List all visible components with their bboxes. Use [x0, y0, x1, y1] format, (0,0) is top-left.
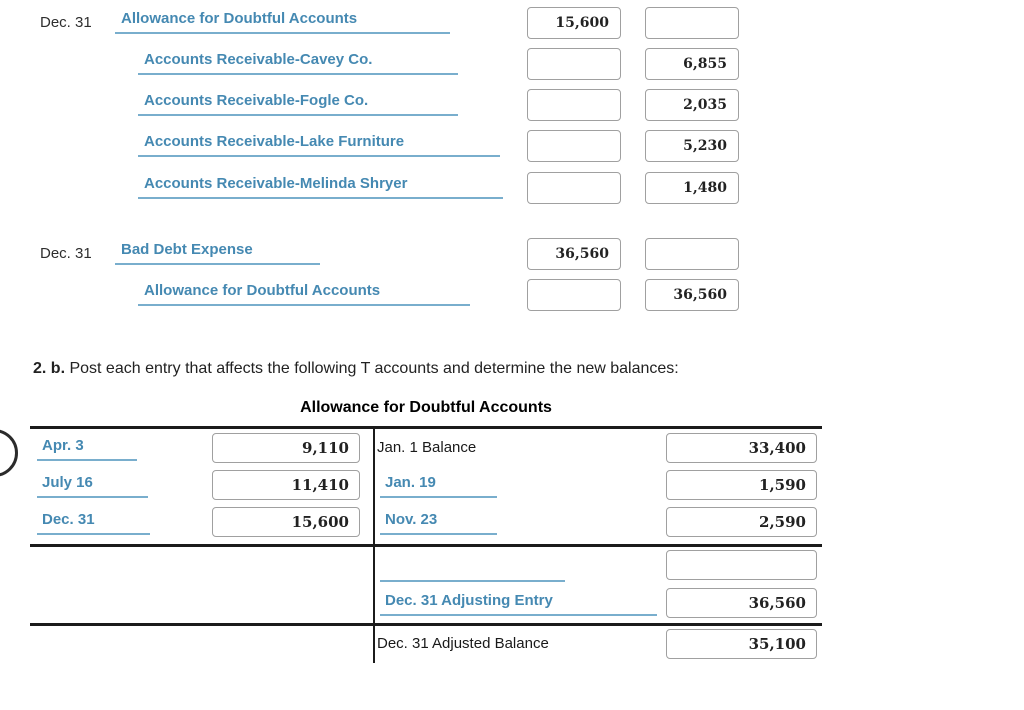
t-credit-amount-input[interactable]: 33,400 — [666, 433, 817, 463]
journal-debit-input[interactable] — [527, 89, 621, 121]
journal-row: Accounts Receivable-Melinda Shryer 1,480 — [0, 170, 1024, 206]
t-credit-blank-amount-input[interactable] — [666, 550, 817, 580]
journal-debit-input[interactable]: 36,560 — [527, 238, 621, 270]
journal-account-link[interactable]: Accounts Receivable-Fogle Co. — [138, 88, 458, 116]
t-debit-date-link[interactable]: Apr. 3 — [37, 434, 137, 461]
t-credit-adjusted-amount-input[interactable]: 35,100 — [666, 629, 817, 659]
journal-credit-input[interactable] — [645, 238, 739, 270]
journal-credit-input[interactable]: 1,480 — [645, 172, 739, 204]
journal-row: Dec. 31 Allowance for Doubtful Accounts … — [0, 5, 1024, 41]
journal-credit-input[interactable]: 6,855 — [645, 48, 739, 80]
journal-credit-input[interactable] — [645, 7, 739, 39]
journal-debit-input[interactable] — [527, 279, 621, 311]
journal-date: Dec. 31 — [40, 14, 92, 31]
t-credit-blank-label-input[interactable] — [380, 555, 565, 582]
journal-row: Dec. 31 Bad Debt Expense 36,560 — [0, 236, 1024, 272]
t-credit-amount-input[interactable]: 2,590 — [666, 507, 817, 537]
instruction-prefix: 2. b. — [33, 360, 66, 377]
journal-account-link[interactable]: Bad Debt Expense — [115, 237, 320, 265]
t-credit-adjusting-entry-link[interactable]: Dec. 31 Adjusting Entry — [380, 589, 657, 616]
instruction-body: Post each entry that affects the followi… — [65, 360, 679, 377]
journal-credit-input[interactable]: 36,560 — [645, 279, 739, 311]
journal-account-link[interactable]: Allowance for Doubtful Accounts — [115, 6, 450, 34]
journal-credit-input[interactable]: 2,035 — [645, 89, 739, 121]
t-credit-date-link[interactable]: Nov. 23 — [380, 508, 497, 535]
journal-debit-input[interactable] — [527, 48, 621, 80]
journal-debit-input[interactable] — [527, 130, 621, 162]
t-debit-amount-input[interactable]: 11,410 — [212, 470, 360, 500]
instruction-text: 2. b. Post each entry that affects the f… — [33, 360, 679, 378]
t-debit-date-link[interactable]: Dec. 31 — [37, 508, 150, 535]
journal-row: Accounts Receivable-Cavey Co. 6,855 — [0, 46, 1024, 82]
journal-account-link[interactable]: Accounts Receivable-Cavey Co. — [138, 47, 458, 75]
journal-account-link[interactable]: Accounts Receivable-Lake Furniture — [138, 129, 500, 157]
t-debit-date-link[interactable]: July 16 — [37, 471, 148, 498]
t-credit-amount-input[interactable]: 1,590 — [666, 470, 817, 500]
t-credit-adjusted-balance-label: Dec. 31 Adjusted Balance — [377, 635, 549, 652]
cut-off-circle-decoration — [0, 429, 18, 477]
journal-account-link[interactable]: Allowance for Doubtful Accounts — [138, 278, 470, 306]
journal-debit-input[interactable] — [527, 172, 621, 204]
t-credit-adjusting-amount-input[interactable]: 36,560 — [666, 588, 817, 618]
t-debit-amount-input[interactable]: 9,110 — [212, 433, 360, 463]
journal-credit-input[interactable]: 5,230 — [645, 130, 739, 162]
t-account: Apr. 3 9,110 July 16 11,410 Dec. 31 15,6… — [30, 426, 822, 663]
journal-row: Allowance for Doubtful Accounts 36,560 — [0, 277, 1024, 313]
t-debit-amount-input[interactable]: 15,600 — [212, 507, 360, 537]
journal-row: Accounts Receivable-Fogle Co. 2,035 — [0, 87, 1024, 123]
t-account-title: Allowance for Doubtful Accounts — [300, 399, 552, 416]
journal-row: Accounts Receivable-Lake Furniture 5,230 — [0, 128, 1024, 164]
t-credit-balance-label: Jan. 1 Balance — [377, 439, 477, 456]
t-account-subtotal-rule — [30, 544, 822, 547]
journal-date: Dec. 31 — [40, 245, 92, 262]
journal-account-link[interactable]: Accounts Receivable-Melinda Shryer — [138, 171, 503, 199]
journal-debit-input[interactable]: 15,600 — [527, 7, 621, 39]
t-credit-date-link[interactable]: Jan. 19 — [380, 471, 497, 498]
t-account-total-rule — [30, 623, 822, 626]
